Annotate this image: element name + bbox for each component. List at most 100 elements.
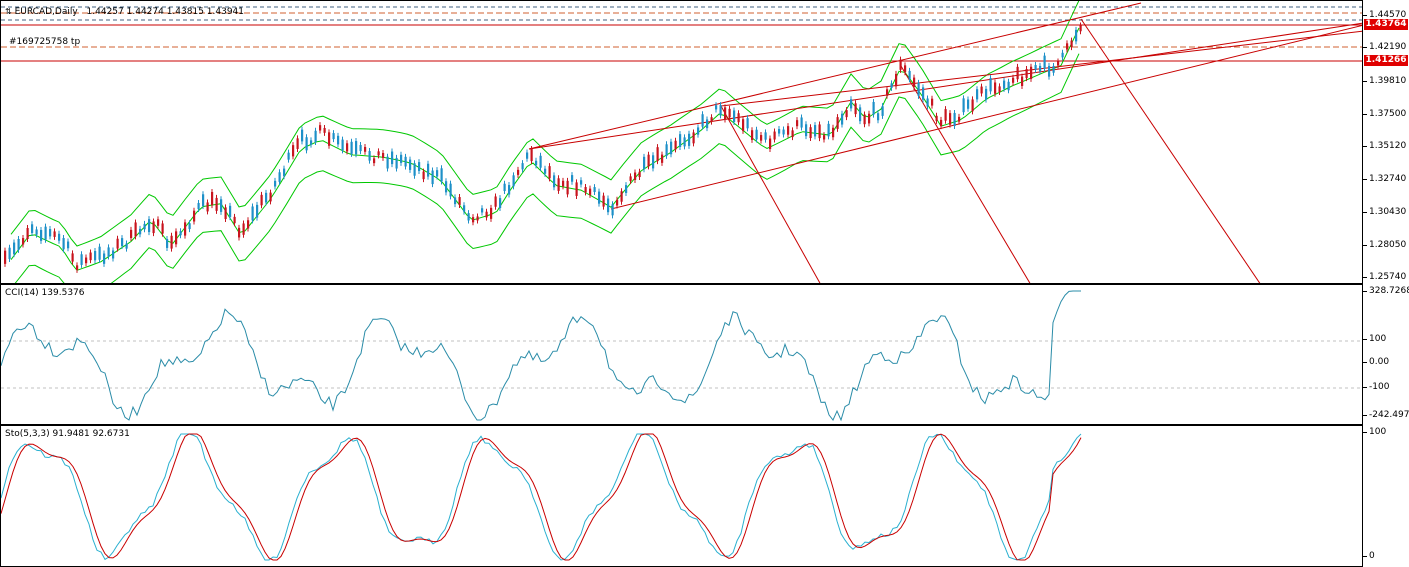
candle-body xyxy=(283,168,286,177)
candle-body xyxy=(251,206,254,221)
candle-body xyxy=(359,144,362,152)
candle-body xyxy=(553,175,556,188)
candle-body xyxy=(368,151,371,161)
candle-body xyxy=(296,138,299,149)
candle-body xyxy=(904,65,907,73)
candle-body xyxy=(697,127,700,135)
candle-body xyxy=(643,156,646,170)
candle-body xyxy=(391,151,394,165)
candle-body xyxy=(755,129,758,140)
candle-body xyxy=(814,125,817,137)
candle-body xyxy=(841,113,844,125)
candle-body xyxy=(490,207,493,219)
candle-body xyxy=(422,171,425,180)
symbol-name: EURCAD,Daily xyxy=(14,7,78,17)
candle-body xyxy=(157,219,160,226)
symbol-icon: ⇅ xyxy=(5,7,12,16)
candle-body xyxy=(436,170,439,177)
candle-body xyxy=(724,107,727,120)
price-tick: 1.42190 xyxy=(1362,42,1407,52)
stochastic-scale: 100 0 xyxy=(1362,425,1409,567)
candle-body xyxy=(976,89,979,100)
candle-body xyxy=(40,229,43,241)
candle-body xyxy=(332,133,335,140)
candle-body xyxy=(1061,52,1064,58)
candle-body xyxy=(908,70,911,80)
candle-body xyxy=(931,98,934,106)
candle-body xyxy=(62,238,65,250)
candle-body xyxy=(71,253,74,262)
candle-body xyxy=(188,223,191,230)
candle-body xyxy=(683,137,686,147)
upper-band xyxy=(10,1,1080,247)
candle-body xyxy=(913,77,916,88)
candle-body xyxy=(827,123,830,137)
cci-scale: 328.7268 100 0.00 -100 -242.4976 xyxy=(1362,284,1409,425)
candle-body xyxy=(998,86,1001,92)
candle-body xyxy=(521,163,524,170)
candle-body xyxy=(539,155,542,168)
candle-body xyxy=(796,120,799,127)
candle-body xyxy=(836,117,839,129)
candle-body xyxy=(229,205,232,218)
candle-body xyxy=(926,98,929,107)
candle-body xyxy=(463,205,466,212)
candle-body xyxy=(944,109,947,121)
candle-body xyxy=(233,216,236,224)
candle-body xyxy=(575,182,578,196)
pitchfork-line xyxy=(720,105,821,283)
candle-body xyxy=(121,238,124,247)
candle-body xyxy=(737,113,740,123)
candle-body xyxy=(170,235,173,249)
candle-body xyxy=(17,239,20,250)
candle-body xyxy=(692,132,695,144)
candle-body xyxy=(935,115,938,121)
candle-body xyxy=(472,217,475,223)
candle-body xyxy=(800,117,803,128)
candle-body xyxy=(449,183,452,197)
candle-body xyxy=(431,170,434,185)
candle-body xyxy=(355,141,358,155)
candle-body xyxy=(31,224,34,233)
candle-body xyxy=(67,241,70,249)
candle-body xyxy=(58,233,61,241)
candle-body xyxy=(859,107,862,122)
candle-body xyxy=(1075,29,1078,42)
candle-body xyxy=(440,168,443,182)
stochastic-chart xyxy=(1,433,1082,561)
stochastic-main-line xyxy=(1,433,1082,561)
stochastic-pane[interactable]: Sto(5,3,3) 91.9481 92.6731 xyxy=(0,425,1363,567)
candle-body xyxy=(922,87,925,100)
candle-body xyxy=(620,191,623,202)
candle-body xyxy=(602,195,605,207)
candle-body xyxy=(530,149,533,162)
candle-body xyxy=(566,180,569,195)
candle-body xyxy=(1043,55,1046,69)
candle-body xyxy=(26,228,29,240)
candle-body xyxy=(593,187,596,193)
main-chart-pane[interactable]: ⇅ EURCAD,Daily 1.44257 1.44274 1.43815 1… xyxy=(0,0,1363,284)
candle-body xyxy=(616,199,619,206)
candle-body xyxy=(895,73,898,87)
candle-body xyxy=(292,145,295,157)
candle-body xyxy=(278,172,281,182)
candle-body xyxy=(116,238,119,249)
pitchfork-line xyxy=(900,65,1031,283)
candle-body xyxy=(274,180,277,187)
candle-body xyxy=(418,162,421,171)
price-chart xyxy=(1,1,1362,283)
candle-body xyxy=(103,253,106,264)
candle-body xyxy=(517,169,520,175)
candle-body xyxy=(611,204,614,216)
cci-pane[interactable]: CCI(14) 139.5376 xyxy=(0,284,1363,425)
candle-body xyxy=(193,210,196,222)
stochastic-tick: 0 xyxy=(1363,551,1375,561)
candle-body xyxy=(476,216,479,221)
candle-body xyxy=(8,247,11,259)
stochastic-tick: 100 xyxy=(1362,427,1387,437)
candle-body xyxy=(715,105,718,110)
candle-body xyxy=(220,199,223,212)
candle-body xyxy=(301,129,304,142)
channel-line xyxy=(528,22,1362,150)
cci-tick: 328.7268 xyxy=(1363,286,1409,296)
